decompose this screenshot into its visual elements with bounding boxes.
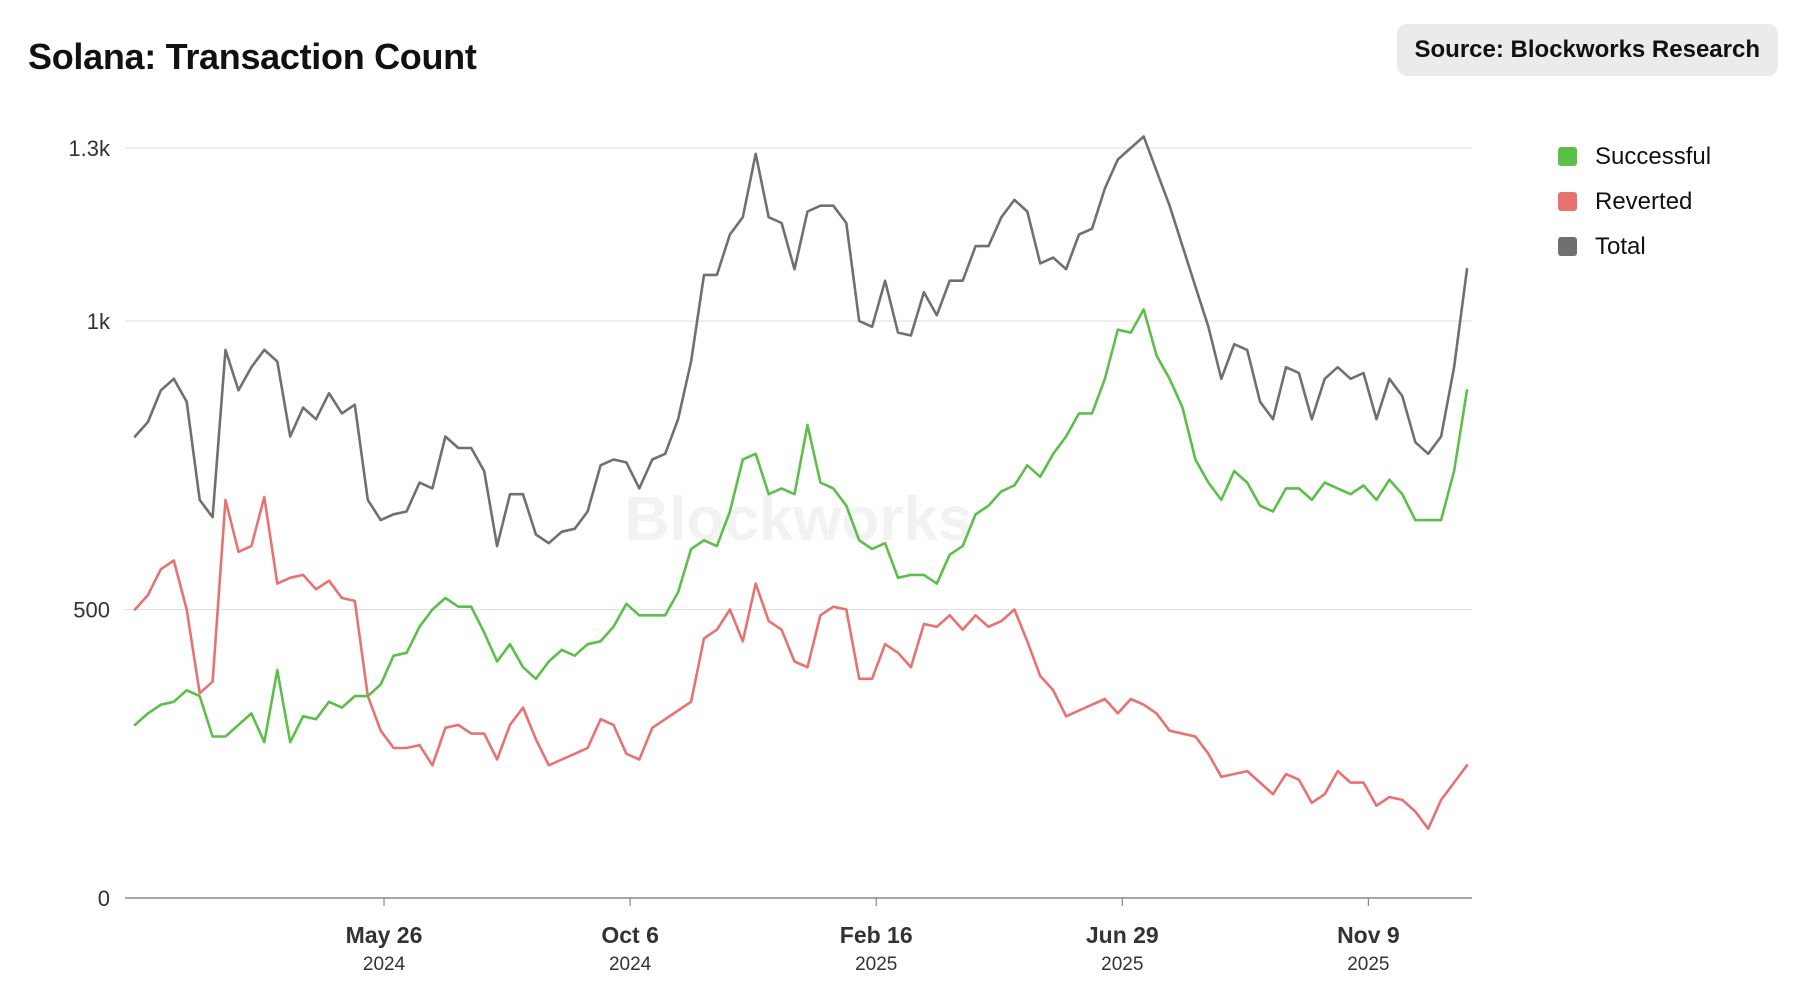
x-tick-label: Jun 29: [1086, 922, 1159, 948]
watermark-text: Blockworks: [624, 485, 972, 554]
gridlines: [125, 147, 1472, 611]
page-title: Solana: Transaction Count: [28, 36, 477, 77]
x-tick-label: May 26: [346, 922, 423, 948]
x-tick-year: 2024: [363, 954, 406, 975]
x-tick-year: 2025: [855, 954, 897, 975]
legend-item-total[interactable]: Total: [1558, 224, 1711, 269]
x-tick-label: Nov 9: [1337, 922, 1400, 948]
x-tick-label: Oct 6: [601, 922, 659, 948]
legend-swatch: [1558, 192, 1577, 211]
legend-swatch: [1558, 237, 1577, 256]
legend-label: Total: [1595, 232, 1646, 260]
legend: Successful Reverted Total: [1558, 134, 1711, 269]
x-tick-year: 2025: [1347, 954, 1389, 975]
legend-label: Successful: [1595, 142, 1712, 170]
source-badge: Source: Blockworks Research: [1396, 24, 1778, 76]
series-line-total: [133, 135, 1469, 548]
x-tick-label: Feb 16: [840, 922, 913, 948]
y-tick-label: 1k: [87, 309, 111, 334]
series-line-reverted: [133, 495, 1469, 831]
legend-label: Reverted: [1595, 187, 1693, 215]
x-tick-year: 2025: [1101, 954, 1143, 975]
watermark: Blockworks: [624, 485, 972, 554]
series-line-successful: [133, 308, 1469, 744]
x-tick-year: 2024: [609, 954, 652, 975]
legend-swatch: [1558, 147, 1577, 166]
legend-item-reverted[interactable]: Reverted: [1558, 179, 1711, 224]
axes: 0 500 1k 1.3k May 26 2024 Oct 6 2024 Feb 16 2025 J…: [68, 136, 1472, 975]
y-tick-label: 1.3k: [68, 136, 111, 161]
legend-item-successful[interactable]: Successful: [1558, 134, 1711, 179]
y-tick-label: 0: [98, 886, 110, 911]
y-tick-label: 500: [73, 598, 110, 623]
series-lines: [133, 135, 1469, 831]
